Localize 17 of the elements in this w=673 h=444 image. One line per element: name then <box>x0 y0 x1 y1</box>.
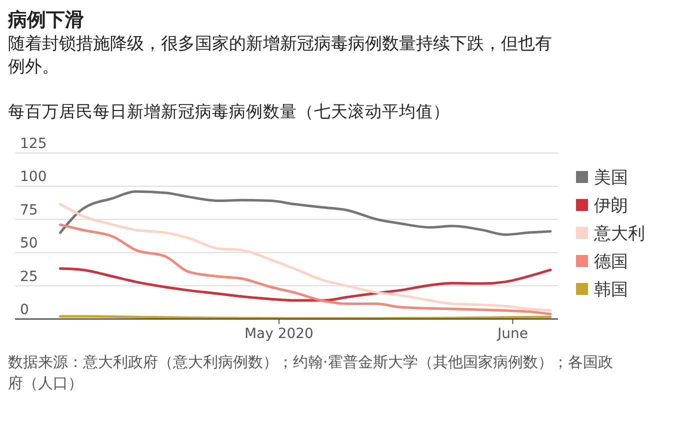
chart-subtitle: 随着封锁措施降级，很多国家的新增新冠病毒病例数量持续下跌，但也有例外。 <box>8 33 553 79</box>
y-axis-title: 每百万居民每日新增新冠病毒病例数量（七天滚动平均值） <box>8 101 451 123</box>
y-tick-label: 100 <box>20 169 47 186</box>
x-tick-label: June <box>496 326 528 342</box>
x-tick-label: May 2020 <box>244 326 314 342</box>
legend-label: 伊朗 <box>594 196 628 216</box>
source-note: 数据来源：意大利政府（意大利病例数）；约翰·霍普金斯大学（其他国家病例数）；各国政府（人口） <box>8 352 614 394</box>
chart-title: 病例下滑 <box>8 8 85 32</box>
legend-label: 意大利 <box>593 224 645 244</box>
legend-label: 德国 <box>594 252 628 272</box>
y-tick-label: 25 <box>20 268 38 285</box>
y-tick-label: 0 <box>20 302 29 318</box>
legend-label: 美国 <box>594 168 628 188</box>
y-tick-label: 125 <box>20 136 47 152</box>
y-tick-label: 50 <box>20 236 38 252</box>
legend-label: 韩国 <box>594 280 628 300</box>
y-tick-label: 75 <box>20 202 38 218</box>
